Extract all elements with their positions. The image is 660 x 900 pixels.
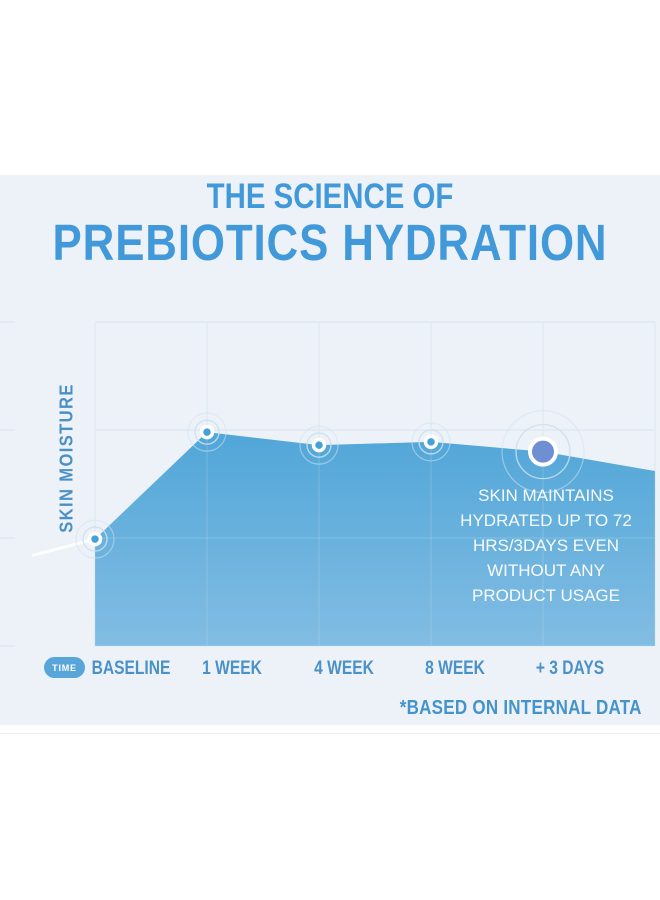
title-line-2: PREBIOTICS HYDRATION [52, 214, 608, 271]
x-tick-label-1-week: 1 WEEK [202, 658, 262, 679]
halo-ring-inner [82, 526, 108, 552]
data-point [199, 424, 215, 440]
annotation-line: WITHOUT ANY [487, 561, 605, 580]
data-point [311, 437, 327, 453]
data-point [87, 531, 103, 547]
x-tick-label-3-days: + 3 DAYS [535, 658, 605, 679]
time-badge: TIME [44, 657, 85, 678]
x-tick-label-8-week: 8 WEEK [425, 658, 485, 679]
title-line-1: THE SCIENCE OF [206, 177, 454, 216]
data-point [423, 434, 439, 450]
halo-ring-outer [75, 519, 115, 559]
annotation-line: HRS/3DAYS EVEN [472, 536, 620, 555]
page-title: THE SCIENCE OF PREBIOTICS HYDRATION [0, 178, 660, 269]
halo-ring-outer [411, 422, 451, 462]
halo-ring-outer [187, 412, 227, 452]
annotation-line: HYDRATED UP TO 72 [460, 511, 632, 530]
halo-ring-outer [501, 410, 585, 494]
x-tick-label-baseline: BASELINE [91, 658, 171, 679]
halo-ring-inner [194, 419, 220, 445]
halo-ring-inner [418, 429, 444, 455]
highlight-data-point [528, 436, 558, 467]
bottom-divider [0, 733, 660, 734]
chart-annotation: SKIN MAINTAINS HYDRATED UP TO 72 HRS/3DA… [438, 483, 654, 608]
halo-ring-outer [299, 425, 339, 465]
area-series [95, 432, 655, 646]
annotation-line: PRODUCT USAGE [472, 586, 620, 605]
annotation-line: SKIN MAINTAINS [478, 486, 614, 505]
x-tick-label-4-week: 4 WEEK [314, 658, 374, 679]
halo-ring-inner [306, 432, 332, 458]
trend-tail-line [31, 537, 97, 557]
y-axis-label: SKIN MOISTURE [56, 383, 77, 533]
footnote: *BASED ON INTERNAL DATA [400, 697, 642, 719]
halo-ring-inner [515, 423, 571, 480]
time-badge-label: TIME [52, 662, 77, 673]
